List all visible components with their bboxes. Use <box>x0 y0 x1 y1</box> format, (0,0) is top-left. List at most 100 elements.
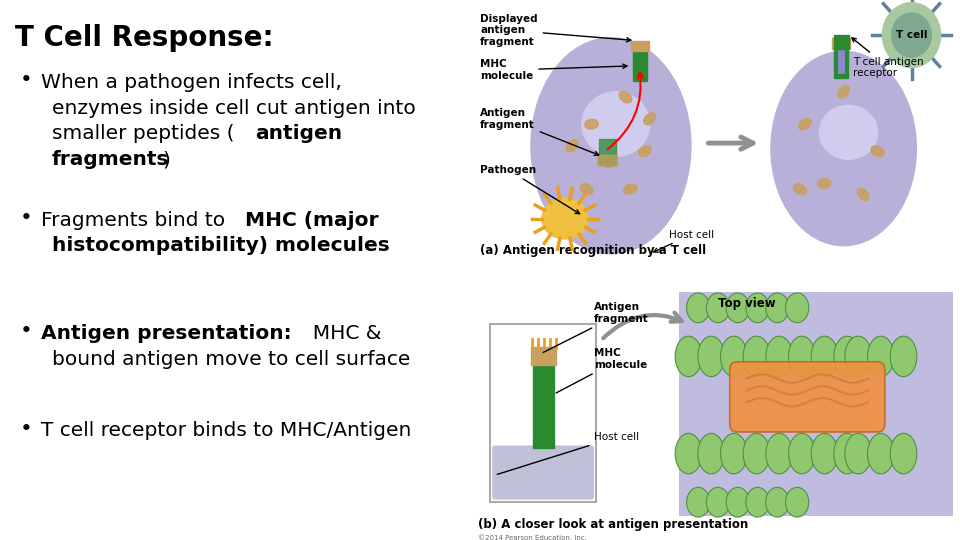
Text: Antigen presentation:: Antigen presentation: <box>41 324 292 343</box>
Ellipse shape <box>834 336 860 377</box>
Text: MHC
molecule: MHC molecule <box>556 348 647 393</box>
Text: Antigen
fragment: Antigen fragment <box>543 302 649 353</box>
Ellipse shape <box>541 198 588 239</box>
Ellipse shape <box>585 119 598 129</box>
Bar <box>834 35 849 49</box>
Ellipse shape <box>820 105 877 159</box>
Ellipse shape <box>605 157 617 167</box>
Ellipse shape <box>686 293 709 322</box>
Text: T cell antigen
receptor: T cell antigen receptor <box>852 38 924 78</box>
Text: bound antigen move to cell surface: bound antigen move to cell surface <box>52 350 410 369</box>
Ellipse shape <box>890 433 917 474</box>
Ellipse shape <box>707 487 730 517</box>
Ellipse shape <box>766 336 793 377</box>
Text: antigen: antigen <box>255 124 343 144</box>
Ellipse shape <box>638 146 651 157</box>
Ellipse shape <box>726 293 750 322</box>
Text: Fragments bind to: Fragments bind to <box>41 211 231 229</box>
Ellipse shape <box>834 433 860 474</box>
Ellipse shape <box>766 293 789 322</box>
Ellipse shape <box>811 433 838 474</box>
Ellipse shape <box>788 433 815 474</box>
Ellipse shape <box>794 184 806 194</box>
Circle shape <box>892 13 931 57</box>
Ellipse shape <box>845 433 872 474</box>
Text: Pathogen: Pathogen <box>480 165 580 214</box>
Ellipse shape <box>624 184 637 194</box>
Bar <box>599 139 615 165</box>
FancyBboxPatch shape <box>730 362 885 432</box>
Ellipse shape <box>746 293 769 322</box>
Ellipse shape <box>788 336 815 377</box>
Ellipse shape <box>746 487 769 517</box>
Text: T Cell Response:: T Cell Response: <box>14 24 274 52</box>
Text: MHC &: MHC & <box>300 324 381 343</box>
FancyBboxPatch shape <box>490 324 596 502</box>
Ellipse shape <box>675 433 702 474</box>
Ellipse shape <box>675 336 702 377</box>
Ellipse shape <box>818 179 831 188</box>
FancyBboxPatch shape <box>492 446 594 500</box>
Text: (a) Antigen recognition by a T cell: (a) Antigen recognition by a T cell <box>480 244 707 257</box>
Text: Antigen
fragment: Antigen fragment <box>480 108 599 156</box>
Bar <box>834 49 849 78</box>
Ellipse shape <box>582 92 650 157</box>
Ellipse shape <box>726 487 750 517</box>
Ellipse shape <box>698 433 725 474</box>
Ellipse shape <box>743 336 770 377</box>
Text: MHC
molecule: MHC molecule <box>480 59 627 81</box>
Ellipse shape <box>721 433 747 474</box>
Text: When a pathogen infects cell,: When a pathogen infects cell, <box>41 73 342 92</box>
Ellipse shape <box>785 293 808 322</box>
Text: •: • <box>19 418 32 438</box>
Text: enzymes inside cell cut antigen into: enzymes inside cell cut antigen into <box>52 99 416 118</box>
Text: MHC (major: MHC (major <box>245 211 378 229</box>
Ellipse shape <box>845 336 872 377</box>
Ellipse shape <box>857 188 869 201</box>
Text: Top view: Top view <box>718 297 776 310</box>
Text: ): ) <box>162 150 171 169</box>
Ellipse shape <box>580 184 593 194</box>
Text: smaller peptides (: smaller peptides ( <box>52 124 234 144</box>
Bar <box>534 362 554 448</box>
Ellipse shape <box>644 113 656 125</box>
Ellipse shape <box>531 38 691 254</box>
Ellipse shape <box>698 336 725 377</box>
Ellipse shape <box>743 433 770 474</box>
Ellipse shape <box>721 336 747 377</box>
Ellipse shape <box>838 85 850 98</box>
Text: •: • <box>19 321 32 341</box>
Ellipse shape <box>868 336 894 377</box>
Ellipse shape <box>868 433 894 474</box>
Bar <box>531 347 556 365</box>
Text: T cell: T cell <box>896 30 927 40</box>
Bar <box>597 155 617 165</box>
Text: T cell receptor binds to MHC/Antigen: T cell receptor binds to MHC/Antigen <box>41 421 412 440</box>
Ellipse shape <box>811 336 838 377</box>
Text: Host cell: Host cell <box>654 230 714 252</box>
Ellipse shape <box>619 91 632 103</box>
Ellipse shape <box>707 293 730 322</box>
Text: •: • <box>19 70 32 90</box>
Ellipse shape <box>766 487 789 517</box>
Ellipse shape <box>785 487 808 517</box>
Ellipse shape <box>771 51 917 246</box>
Ellipse shape <box>566 140 578 152</box>
Bar <box>832 38 850 49</box>
Bar <box>633 51 647 81</box>
Text: (b) A closer look at antigen presentation: (b) A closer look at antigen presentatio… <box>478 518 748 531</box>
Ellipse shape <box>686 487 709 517</box>
Bar <box>632 40 649 51</box>
Ellipse shape <box>766 433 793 474</box>
Circle shape <box>882 3 941 68</box>
Text: •: • <box>19 208 32 228</box>
Ellipse shape <box>799 119 811 130</box>
FancyBboxPatch shape <box>679 292 952 516</box>
Text: Displayed
antigen
fragment: Displayed antigen fragment <box>480 14 631 46</box>
Text: Host cell: Host cell <box>497 432 639 474</box>
Ellipse shape <box>871 146 884 157</box>
Text: ©2014 Pearson Education, Inc.: ©2014 Pearson Education, Inc. <box>478 535 587 540</box>
Text: fragments: fragments <box>52 150 169 169</box>
Text: histocompatibility) molecules: histocompatibility) molecules <box>52 237 390 255</box>
Ellipse shape <box>890 336 917 377</box>
